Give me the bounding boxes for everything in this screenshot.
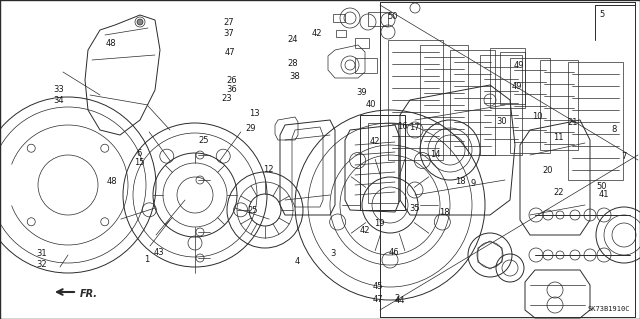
Text: 30: 30 [496, 117, 506, 126]
Text: 24: 24 [288, 35, 298, 44]
Text: 29: 29 [246, 124, 256, 133]
Text: 17: 17 [410, 123, 420, 132]
Text: 39: 39 [356, 88, 367, 97]
Text: 12: 12 [264, 165, 274, 174]
Text: 28: 28 [288, 59, 298, 68]
Bar [368, 123, 398, 203]
Bar [388, 40, 443, 160]
Text: 6: 6 [137, 149, 142, 158]
Text: 42: 42 [312, 29, 322, 38]
Text: 20: 20 [542, 166, 552, 175]
Text: 3: 3 [330, 249, 335, 258]
Text: 35: 35 [410, 204, 420, 213]
Bar [480, 55, 522, 155]
Text: 33: 33 [54, 85, 64, 94]
Text: 10: 10 [532, 112, 543, 121]
Text: 9: 9 [471, 179, 476, 188]
Text: 48: 48 [107, 177, 117, 186]
Text: 48: 48 [106, 39, 116, 48]
Text: 15: 15 [134, 158, 145, 167]
Text: 11: 11 [554, 133, 564, 142]
Text: 14: 14 [430, 150, 440, 159]
Bar [568, 62, 623, 180]
Text: 16: 16 [397, 122, 407, 130]
Text: 46: 46 [389, 249, 399, 257]
Text: 49: 49 [512, 82, 522, 91]
Text: 23: 23 [222, 94, 232, 103]
Text: SK73B1910C: SK73B1910C [588, 306, 630, 312]
Text: 19: 19 [374, 219, 385, 228]
Text: 27: 27 [223, 18, 234, 27]
Text: 25: 25 [198, 136, 209, 145]
Bar [355, 58, 377, 73]
Text: 47: 47 [225, 48, 236, 57]
Text: 31: 31 [36, 249, 47, 258]
Text: 47: 47 [372, 295, 383, 304]
Text: 50: 50 [596, 182, 607, 191]
Bar [500, 52, 525, 104]
Text: 4: 4 [295, 257, 300, 266]
Text: 25: 25 [248, 206, 258, 215]
Bar [420, 45, 468, 155]
Text: 13: 13 [250, 109, 260, 118]
Text: 34: 34 [54, 96, 64, 105]
Bar [355, 38, 369, 48]
Text: 44: 44 [395, 296, 405, 305]
Text: FR.: FR. [80, 289, 98, 299]
Text: 36: 36 [227, 85, 237, 94]
Text: 7: 7 [621, 152, 627, 161]
Circle shape [137, 19, 143, 25]
Text: 42: 42 [360, 226, 370, 235]
Bar [450, 50, 495, 155]
Text: 50: 50 [387, 12, 397, 21]
Bar [540, 60, 578, 150]
Bar [360, 115, 405, 210]
Text: 5: 5 [599, 10, 604, 19]
Text: 32: 32 [36, 260, 47, 269]
Text: 18: 18 [456, 177, 466, 186]
Text: 18: 18 [440, 208, 450, 217]
Text: 40: 40 [366, 100, 376, 109]
Text: 37: 37 [223, 29, 234, 38]
Text: 49: 49 [513, 61, 524, 70]
Bar [333, 14, 345, 22]
Text: 21: 21 [568, 118, 578, 127]
Text: 26: 26 [227, 76, 237, 85]
Text: 38: 38 [289, 72, 300, 81]
Bar [490, 48, 525, 108]
Bar [368, 12, 388, 26]
Text: 42: 42 [369, 137, 380, 146]
Bar [510, 58, 550, 153]
Text: 22: 22 [554, 189, 564, 197]
Text: 8: 8 [612, 125, 617, 134]
Text: 41: 41 [598, 190, 609, 199]
Text: 45: 45 [372, 282, 383, 291]
Text: 43: 43 [154, 248, 164, 256]
Bar [336, 30, 346, 37]
Text: 2: 2 [394, 294, 399, 303]
Text: 1: 1 [145, 256, 150, 264]
